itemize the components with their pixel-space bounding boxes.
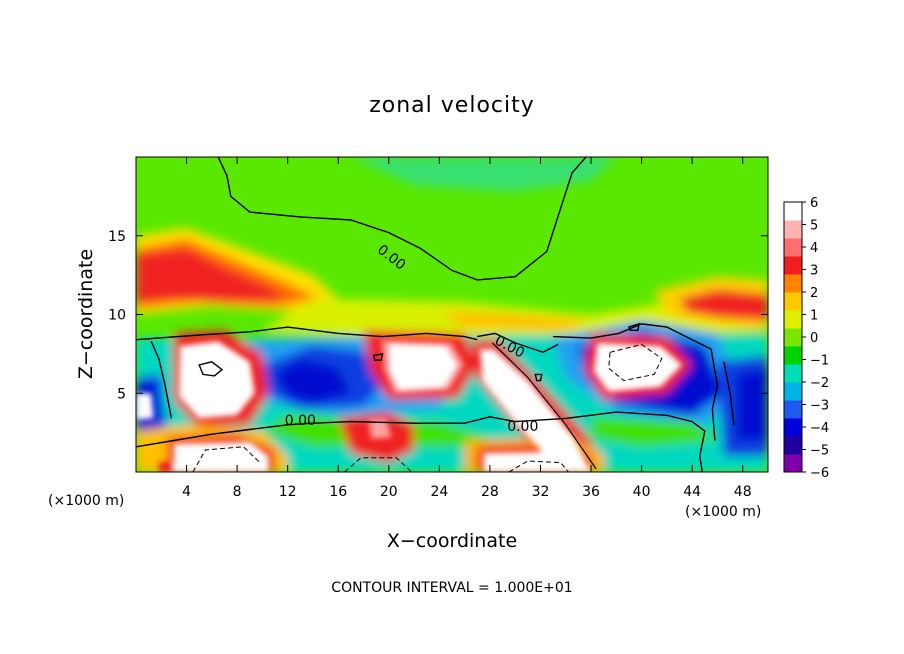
- x-units-left: (×1000 m): [48, 493, 124, 509]
- heat-core-3: [593, 342, 682, 392]
- heat-core-8: [368, 418, 392, 439]
- contour-diagonal: [491, 342, 597, 470]
- contour-line-4: [553, 323, 719, 441]
- colorbar-label-1: 5: [810, 219, 818, 234]
- colorbar-label-10: −4: [810, 421, 829, 436]
- contour-line-9: [534, 373, 543, 382]
- colorbar-label-11: −5: [810, 444, 829, 459]
- heat-region-5: [439, 311, 591, 331]
- y-axis-ticks: 5 10 15: [108, 229, 768, 402]
- heat-region-19: [591, 416, 718, 447]
- colorbar-swatch-14: [784, 202, 802, 221]
- contour-line-8: [372, 353, 384, 361]
- contour-label-2: 0.00: [285, 413, 316, 429]
- colorbar-swatch-6: [784, 346, 802, 365]
- heat-region-3: [136, 248, 288, 302]
- x-tick-label-12: 12: [279, 484, 297, 500]
- colorbar-swatch-13: [784, 220, 802, 239]
- colorbar-label-12: −6: [810, 466, 829, 481]
- heat-core-0: [179, 341, 255, 419]
- heat-core-2: [388, 344, 458, 391]
- x-axis-label: X−coordinate: [387, 530, 517, 552]
- colorbar-label-4: 2: [810, 286, 818, 301]
- contour-dashed-2: [344, 457, 412, 472]
- contour-line-1: [136, 326, 478, 341]
- heat-core-9: [158, 461, 174, 472]
- colorbar-swatch-5: [784, 364, 802, 383]
- heat-core-6: [483, 451, 579, 472]
- contour-line-10: [628, 322, 641, 331]
- x-units-right: (×1000 m): [685, 504, 761, 520]
- colorbar-label-8: −2: [810, 376, 829, 391]
- contour-line-7: [198, 361, 224, 377]
- heat-core-5: [173, 442, 269, 472]
- colorbar-swatch-8: [784, 310, 802, 329]
- x-tick-label-16: 16: [329, 484, 347, 500]
- x-tick-label-20: 20: [380, 484, 398, 500]
- x-tick-label-24: 24: [430, 484, 448, 500]
- contour-dashed-1: [192, 446, 261, 472]
- colorbar-label-3: 3: [810, 264, 818, 279]
- y-tick-label-10: 10: [108, 308, 126, 324]
- colorbar-label-5: 1: [810, 309, 818, 324]
- colorbar-swatch-2: [784, 418, 802, 437]
- colorbar-label-2: 4: [810, 241, 818, 256]
- contour-line-5: [723, 361, 735, 425]
- contour-line-2: [136, 411, 706, 472]
- y-tick-label-15: 15: [108, 229, 126, 245]
- colorbar-swatch-10: [784, 274, 802, 293]
- colorbar-label-7: −1: [810, 354, 829, 369]
- x-axis-ticks: 4 8 12 16 20 24 28 32 36 40 44 48: [182, 157, 752, 500]
- heat-region-17: [736, 368, 768, 441]
- contour-lines: [136, 157, 735, 472]
- colorbar-swatch-11: [784, 256, 802, 275]
- x-tick-label-48: 48: [734, 484, 752, 500]
- contour-dashed-3: [508, 460, 569, 472]
- colorbar-swatch-7: [784, 328, 802, 347]
- colorbar-swatch-1: [784, 436, 802, 455]
- x-tick-label-8: 8: [233, 484, 242, 500]
- heatmap-field: [136, 157, 768, 472]
- contour-label-3: 0.00: [507, 419, 538, 435]
- x-tick-label-40: 40: [633, 484, 651, 500]
- heatmap-cores: [136, 339, 682, 472]
- y-tick-label-5: 5: [117, 386, 126, 402]
- heat-core-7: [136, 393, 154, 420]
- chart-title: zonal velocity: [369, 93, 535, 118]
- colorbar: 6 5 4 3 2 1 0 −1 −2 −3 −4 −5 −6: [783, 196, 829, 481]
- colorbar-swatch-0: [784, 454, 802, 473]
- contour-line-3: [150, 341, 173, 419]
- heat-region-0: [350, 157, 617, 192]
- x-tick-label-32: 32: [532, 484, 550, 500]
- colorbar-swatch-12: [784, 238, 802, 257]
- contour-line-0: [217, 157, 587, 281]
- contour-line-6: [477, 332, 559, 354]
- x-tick-label-44: 44: [683, 484, 701, 500]
- colorbar-label-9: −3: [810, 399, 829, 414]
- colorbar-swatch-9: [784, 292, 802, 311]
- heat-core-4: [479, 349, 591, 472]
- heat-region-7: [679, 289, 768, 321]
- heat-region-11: [275, 358, 351, 405]
- colorbar-swatch-4: [784, 382, 802, 401]
- x-tick-label-28: 28: [481, 484, 499, 500]
- y-axis-label: Z−coordinate: [75, 249, 97, 379]
- x-tick-label-4: 4: [182, 484, 191, 500]
- x-tick-label-36: 36: [582, 484, 600, 500]
- colorbar-swatch-3: [784, 400, 802, 419]
- contour-interval-note: CONTOUR INTERVAL = 1.000E+01: [331, 580, 572, 596]
- contour-dashed-0: [608, 343, 663, 382]
- colorbar-label-0: 6: [810, 196, 818, 211]
- colorbar-label-6: 0: [810, 331, 818, 346]
